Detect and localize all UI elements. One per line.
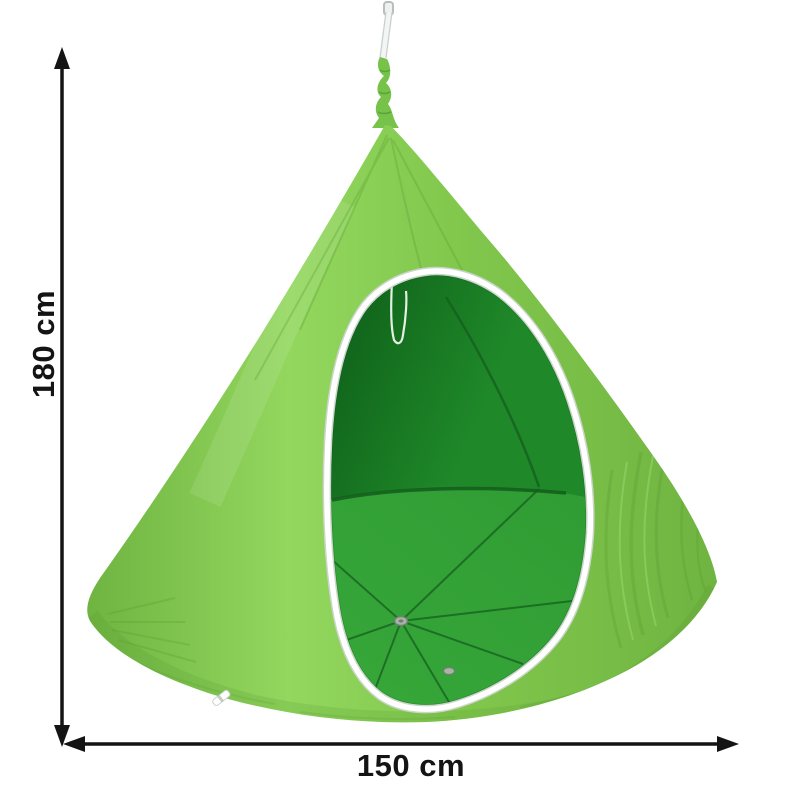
hanging-rope [380, 12, 392, 58]
fold-highlight [618, 461, 634, 641]
grommet [442, 666, 456, 676]
strap-crease [379, 69, 391, 73]
fold-line [299, 711, 456, 721]
fold-line [117, 639, 197, 663]
up-arrow-icon [54, 47, 70, 69]
seam-line [400, 620, 524, 665]
fold-line [254, 137, 390, 381]
strap-creases [377, 69, 392, 115]
fold-line [604, 469, 623, 649]
fold-line [111, 629, 191, 646]
apex-folds [254, 134, 471, 381]
fold-line [299, 134, 388, 331]
seam-line [400, 620, 450, 703]
fold-highlight [643, 455, 657, 627]
right-wrinkle-highlights [618, 455, 657, 641]
seam-line [400, 600, 573, 622]
tab-fold [217, 694, 224, 703]
fold-line [139, 663, 276, 705]
fold-line [390, 137, 422, 269]
strap-crease [377, 111, 392, 115]
white-piping [324, 268, 594, 712]
width-dimension: 150 cm [63, 736, 739, 783]
down-arrow-icon [54, 725, 70, 747]
wall-seam [444, 296, 541, 488]
seam-line [400, 488, 540, 622]
grommet-hole [398, 619, 404, 623]
opening [322, 266, 595, 714]
height-dimension: 180 cm [26, 47, 70, 747]
hanging-strap [372, 57, 399, 128]
hanging-rope-edge [379, 11, 393, 59]
inner-hanging-cord [390, 281, 408, 345]
fabric-tab [212, 689, 231, 707]
left-base-wrinkles [107, 597, 197, 663]
floor-edge-seam [331, 486, 567, 502]
fold-line [654, 459, 670, 619]
right-arrow-icon [717, 736, 739, 752]
width-label: 150 cm [357, 748, 465, 783]
seam-line [373, 620, 402, 693]
seam-line [330, 558, 402, 622]
left-arrow-icon [63, 736, 85, 752]
height-label: 180 cm [26, 290, 61, 398]
canopy-highlight [189, 192, 356, 507]
fold-line [629, 451, 645, 636]
strap-crease [378, 91, 391, 95]
fold-line [392, 139, 471, 286]
fold-line [107, 597, 176, 615]
